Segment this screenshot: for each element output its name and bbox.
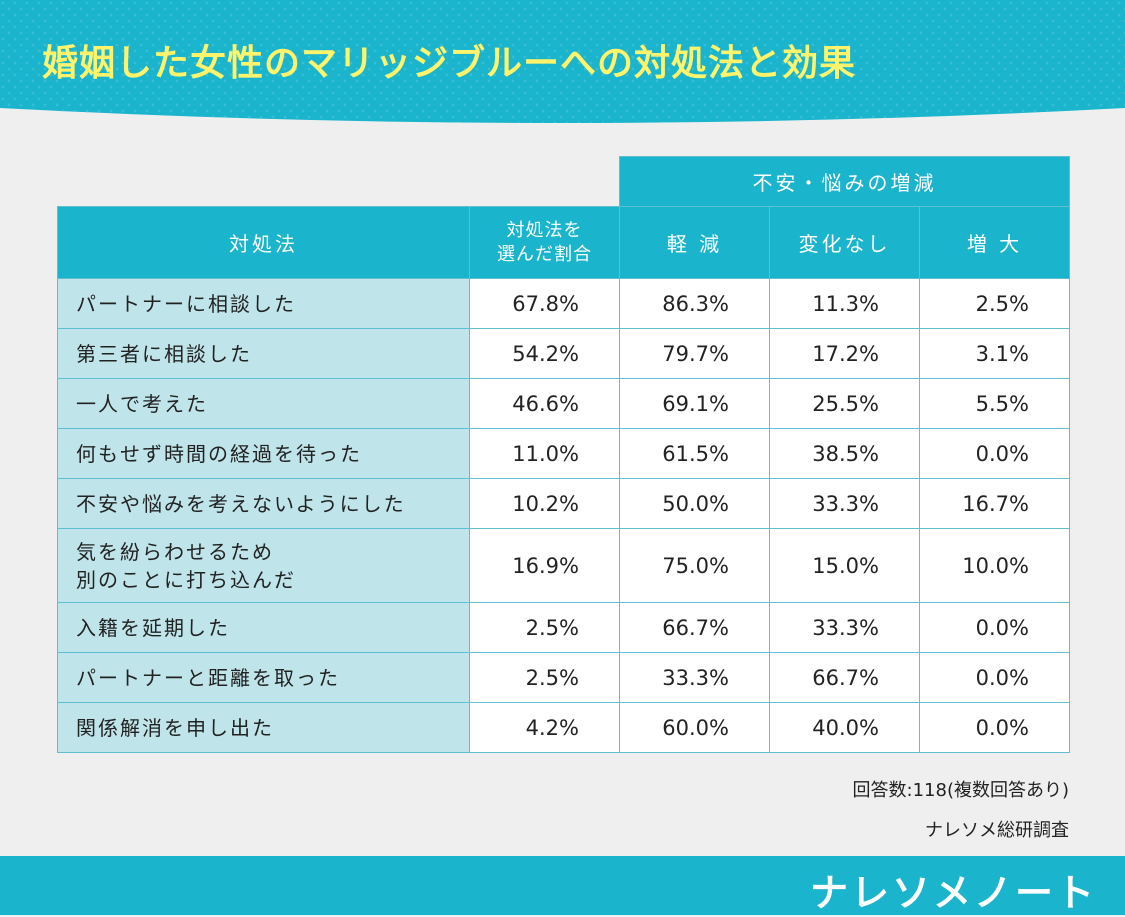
row-label-line: 別のことに打ち込んだ [76, 567, 296, 592]
value-cell-no-change: 38.5% [769, 428, 920, 479]
table-row: 不安や悩みを考えないようにした 10.2% 50.0% 33.3% 16.7% [57, 478, 1070, 529]
value-cell-no-change: 11.3% [769, 278, 920, 329]
value-cell-increased: 3.1% [919, 328, 1070, 379]
value-cell-decreased: 75.0% [619, 528, 770, 603]
value-cell-selected: 2.5% [469, 602, 620, 653]
row-label-line: 不安や悩みを考えないようにした [76, 491, 406, 516]
value-cell-increased: 2.5% [919, 278, 1070, 329]
source-note: ナレソメ総研調査 [925, 820, 1069, 841]
value-cell-selected: 11.0% [469, 428, 620, 479]
value-cell-increased: 10.0% [919, 528, 1070, 603]
value-cell-no-change: 33.3% [769, 602, 920, 653]
table-row: パートナーに相談した 67.8% 86.3% 11.3% 2.5% [57, 278, 1070, 329]
row-label: 不安や悩みを考えないようにした [57, 478, 470, 529]
column-header-increased: 増 大 [919, 206, 1070, 279]
row-label: パートナーと距離を取った [57, 652, 470, 703]
value-cell-selected: 54.2% [469, 328, 620, 379]
table-row: 第三者に相談した 54.2% 79.7% 17.2% 3.1% [57, 328, 1070, 379]
value-cell-decreased: 33.3% [619, 652, 770, 703]
column-header-no-change: 変化なし [769, 206, 920, 279]
value-cell-increased: 0.0% [919, 652, 1070, 703]
table-row: 気を紛らわせるため 別のことに打ち込んだ 16.9% 75.0% 15.0% 10.0% [57, 528, 1070, 603]
row-label-line: 一人で考えた [76, 391, 208, 416]
table-row: 関係解消を申し出た 4.2% 60.0% 40.0% 0.0% [57, 702, 1070, 753]
value-cell-increased: 5.5% [919, 378, 1070, 429]
row-label: 何もせず時間の経過を待った [57, 428, 470, 479]
row-label: 気を紛らわせるため 別のことに打ち込んだ [57, 528, 470, 603]
row-label-line: パートナーに相談した [76, 291, 296, 316]
value-cell-no-change: 17.2% [769, 328, 920, 379]
value-cell-decreased: 69.1% [619, 378, 770, 429]
value-cell-selected: 16.9% [469, 528, 620, 603]
table-row: 一人で考えた 46.6% 69.1% 25.5% 5.5% [57, 378, 1070, 429]
row-label: 一人で考えた [57, 378, 470, 429]
row-label-line: パートナーと距離を取った [76, 665, 340, 690]
value-cell-no-change: 66.7% [769, 652, 920, 703]
table-row: パートナーと距離を取った 2.5% 33.3% 66.7% 0.0% [57, 652, 1070, 703]
row-label-line: 気を紛らわせるため [76, 539, 274, 564]
page-title: 婚姻した女性のマリッジブルーへの対処法と効果 [42, 43, 857, 84]
row-label: 第三者に相談した [57, 328, 470, 379]
value-cell-increased: 0.0% [919, 702, 1070, 753]
column-header-decreased: 軽 減 [619, 206, 770, 279]
brand-logo: ナレソメノート [809, 871, 1097, 915]
value-cell-selected: 10.2% [469, 478, 620, 529]
column-header-selected-line2: 選んだ割合 [497, 243, 592, 265]
value-cell-decreased: 66.7% [619, 602, 770, 653]
value-cell-no-change: 40.0% [769, 702, 920, 753]
value-cell-no-change: 33.3% [769, 478, 920, 529]
value-cell-decreased: 86.3% [619, 278, 770, 329]
row-label: 関係解消を申し出た [57, 702, 470, 753]
value-cell-increased: 0.0% [919, 602, 1070, 653]
table-row: 何もせず時間の経過を待った 11.0% 61.5% 38.5% 0.0% [57, 428, 1070, 479]
row-label-line: 入籍を延期した [76, 615, 230, 640]
column-header-selected: 対処法を 選んだ割合 [469, 206, 620, 279]
value-cell-no-change: 25.5% [769, 378, 920, 429]
value-cell-selected: 2.5% [469, 652, 620, 703]
title-banner: 婚姻した女性のマリッジブルーへの対処法と効果 [0, 0, 1125, 130]
column-header-selected-line1: 対処法を [506, 219, 583, 241]
value-cell-decreased: 50.0% [619, 478, 770, 529]
response-count-note: 回答数:118(複数回答あり) [852, 780, 1069, 801]
row-label: 入籍を延期した [57, 602, 470, 653]
footer-bar: ナレソメノート [0, 856, 1125, 915]
value-cell-increased: 0.0% [919, 428, 1070, 479]
row-label-line: 第三者に相談した [76, 341, 252, 366]
group-header: 不安・悩みの増減 [619, 156, 1070, 207]
row-label-line: 何もせず時間の経過を待った [76, 441, 362, 466]
value-cell-decreased: 79.7% [619, 328, 770, 379]
value-cell-decreased: 61.5% [619, 428, 770, 479]
value-cell-selected: 67.8% [469, 278, 620, 329]
group-header-row: 不安・悩みの増減 [58, 156, 1070, 207]
value-cell-increased: 16.7% [919, 478, 1070, 529]
value-cell-selected: 4.2% [469, 702, 620, 753]
column-header-row: 対処法 対処法を 選んだ割合 軽 減 変化なし 増 大 [57, 206, 1070, 279]
table-body: パートナーに相談した 67.8% 86.3% 11.3% 2.5% 第三者に相談した 54.… [57, 278, 1070, 753]
table-row: 入籍を延期した 2.5% 66.7% 33.3% 0.0% [57, 602, 1070, 653]
value-cell-decreased: 60.0% [619, 702, 770, 753]
value-cell-no-change: 15.0% [769, 528, 920, 603]
row-label-line: 関係解消を申し出た [76, 715, 274, 740]
title-banner-shape [0, 0, 1125, 123]
blank-cell [58, 157, 620, 207]
value-cell-selected: 46.6% [469, 378, 620, 429]
row-label: パートナーに相談した [57, 278, 470, 329]
column-header-method: 対処法 [57, 206, 470, 279]
results-table: 不安・悩みの増減 対処法 対処法を 選んだ割合 軽 減 変化なし 増 大 パート… [57, 156, 1070, 753]
